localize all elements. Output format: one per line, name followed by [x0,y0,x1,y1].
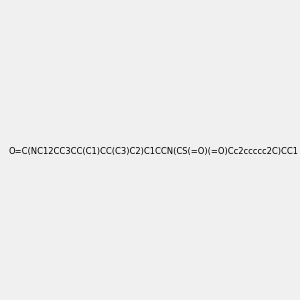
Text: O=C(NC12CC3CC(C1)CC(C3)C2)C1CCN(CS(=O)(=O)Cc2ccccc2C)CC1: O=C(NC12CC3CC(C1)CC(C3)C2)C1CCN(CS(=O)(=… [9,147,299,156]
